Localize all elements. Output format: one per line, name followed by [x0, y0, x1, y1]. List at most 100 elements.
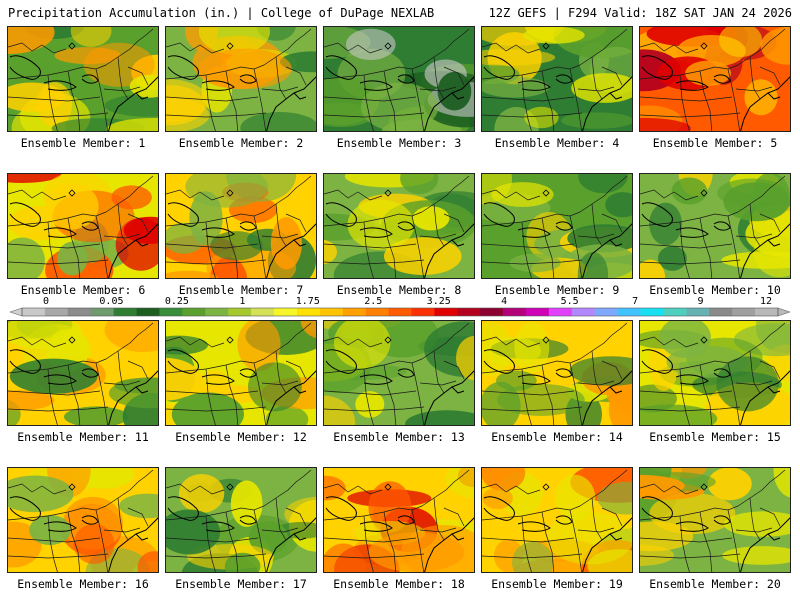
state-border: [419, 233, 457, 239]
precip-contour: [509, 253, 561, 273]
coastline: [483, 55, 515, 80]
colorbar-swatch: [503, 308, 527, 316]
member-map-7[interactable]: [165, 173, 317, 279]
precip-contour: [571, 73, 632, 103]
member-map-9[interactable]: [481, 173, 633, 279]
station-marker-icon: [700, 336, 708, 344]
colorbar-swatch: [732, 308, 756, 316]
member-label: Ensemble Member: 1: [20, 136, 146, 150]
state-border: [253, 362, 267, 425]
member-map-14[interactable]: [481, 320, 633, 426]
colorbar-tick-label: 0: [42, 296, 50, 307]
precip-contour: [270, 217, 302, 270]
colorbar-tick-label: 3.25: [426, 296, 451, 307]
state-border: [363, 368, 374, 425]
colorbar-swatch: [67, 308, 92, 316]
state-border: [419, 527, 457, 533]
member-map-11[interactable]: [7, 320, 159, 426]
coastline: [609, 533, 623, 541]
precip-contour: [240, 112, 316, 131]
colorbar-swatch: [571, 308, 596, 316]
state-border: [324, 64, 423, 80]
state-border: [577, 233, 615, 239]
member-map-17[interactable]: [165, 467, 317, 573]
member-label: Ensemble Member: 12: [175, 430, 307, 444]
member-map-3[interactable]: [323, 26, 475, 132]
precip-contour: [640, 117, 691, 131]
colorbar-swatch: [457, 308, 481, 316]
state-border: [640, 42, 699, 54]
state-border: [166, 112, 267, 118]
member-label: Ensemble Member: 8: [336, 283, 462, 297]
state-border: [261, 380, 299, 386]
member-label: Ensemble Member: 13: [333, 430, 465, 444]
state-border: [225, 70, 239, 131]
member-map-13[interactable]: [323, 320, 475, 426]
state-border: [383, 511, 397, 572]
state-border: [166, 42, 225, 54]
member-map-2[interactable]: [165, 26, 317, 132]
member-map-4[interactable]: [481, 26, 633, 132]
member-map-1[interactable]: [7, 26, 159, 132]
coastline: [424, 517, 474, 572]
member-map-15[interactable]: [639, 320, 791, 426]
state-border: [735, 380, 773, 386]
station-marker-icon: [226, 336, 234, 344]
precip-contour: [577, 251, 609, 278]
state-border: [579, 28, 628, 66]
state-border: [166, 259, 267, 265]
member-map-19[interactable]: [481, 467, 633, 573]
member-label: Ensemble Member: 4: [494, 136, 620, 150]
member-map-8[interactable]: [323, 173, 475, 279]
precip-contour: [512, 541, 554, 572]
state-border: [640, 390, 733, 396]
coastline: [609, 386, 623, 394]
coastline: [740, 76, 790, 131]
state-border: [482, 96, 575, 102]
state-border: [737, 175, 786, 213]
colorbar-high-arrow-icon: [777, 307, 790, 317]
precip-contour: [346, 28, 396, 60]
member-map-20[interactable]: [639, 467, 791, 573]
colorbar-swatch: [411, 308, 435, 316]
member-label: Ensemble Member: 6: [20, 283, 146, 297]
member-label: Ensemble Member: 16: [17, 577, 149, 591]
state-border: [640, 336, 699, 348]
station-marker-icon: [68, 189, 76, 197]
member-map-16[interactable]: [7, 467, 159, 573]
member-map-12[interactable]: [165, 320, 317, 426]
state-border: [95, 509, 109, 572]
coastline: [767, 386, 781, 394]
coastline: [167, 496, 199, 521]
member-label: Ensemble Member: 7: [178, 283, 304, 297]
state-border: [117, 350, 129, 394]
member-map-6[interactable]: [7, 173, 159, 279]
coastline: [555, 515, 573, 525]
member-label: Ensemble Member: 11: [17, 430, 149, 444]
state-border: [699, 217, 713, 278]
state-border: [521, 368, 532, 425]
member-map-10[interactable]: [639, 173, 791, 279]
coastline: [293, 533, 307, 541]
state-border: [263, 28, 312, 66]
state-border: [324, 406, 425, 412]
precip-contour: [108, 378, 158, 409]
colorbar-swatch: [640, 308, 664, 316]
state-border: [103, 380, 141, 386]
member-map-5[interactable]: [639, 26, 791, 132]
coastline: [135, 239, 149, 247]
state-border: [482, 211, 581, 227]
coastline: [517, 521, 551, 532]
precip-contour: [129, 74, 158, 98]
member-map-18[interactable]: [323, 467, 475, 573]
state-border: [411, 509, 425, 572]
state-border: [482, 112, 583, 118]
state-border: [482, 537, 575, 543]
precip-contour: [166, 97, 210, 131]
model-run-info: 12Z GEFS | F294 Valid: 18Z SAT JAN 24 20…: [488, 6, 792, 20]
state-border: [735, 86, 773, 92]
coastline: [740, 370, 790, 425]
coastline: [167, 55, 199, 80]
coastline: [609, 239, 623, 247]
state-border: [443, 66, 465, 86]
